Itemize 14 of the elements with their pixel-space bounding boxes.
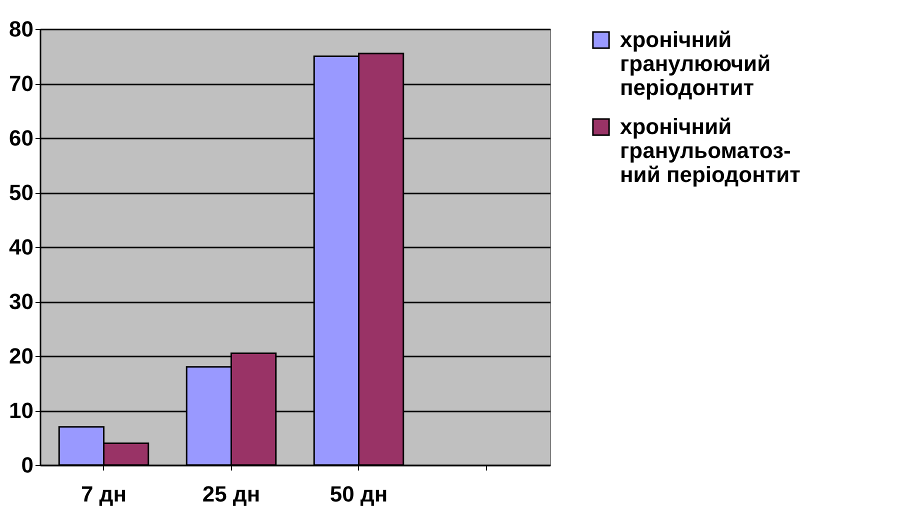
y-tick-label: 50: [9, 180, 34, 205]
legend-label: хронічний гранульоматоз-ний періодонтит: [620, 114, 801, 187]
y-tick-label: 20: [9, 344, 34, 368]
x-tick-label: 25 дн: [202, 482, 260, 506]
y-tick-label: 70: [9, 71, 34, 96]
legend-label: хронічний гранулюючий періодонтит: [620, 27, 771, 100]
y-tick-label: 30: [9, 289, 34, 314]
y-tick-label: 80: [9, 16, 34, 42]
y-tick-label: 60: [9, 126, 34, 150]
x-tick-label: 7 дн: [80, 482, 127, 506]
y-tick-label: 40: [9, 234, 34, 260]
y-tick-label: 10: [9, 398, 34, 423]
y-tick-label: 0: [21, 452, 34, 478]
x-tick-label: 50 дн: [330, 482, 388, 506]
